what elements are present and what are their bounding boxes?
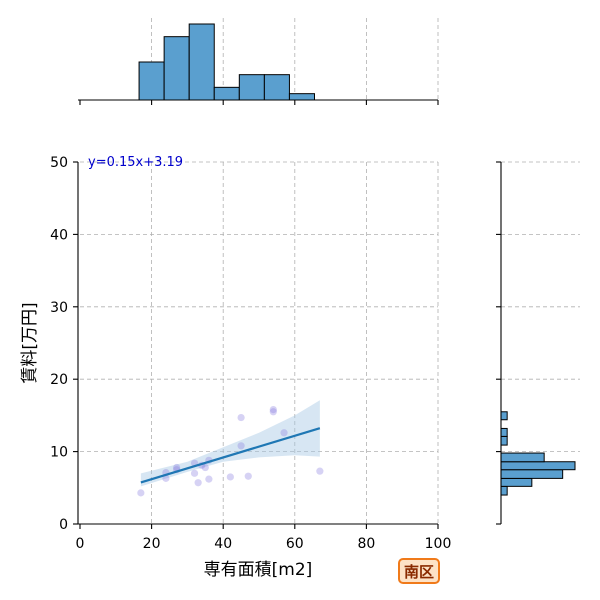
x-tick-label: 60 (286, 536, 304, 552)
y-histogram-bar (500, 461, 576, 471)
scatter-point (201, 463, 209, 472)
x-tick-label: 0 (76, 536, 85, 552)
y-histogram-bar (500, 477, 533, 487)
scatter-point (244, 472, 252, 480)
x-histogram-bar (188, 23, 215, 101)
confidence-band (140, 400, 320, 487)
x-tick-label: 100 (425, 536, 452, 552)
scatter-point (226, 473, 234, 481)
scatter-point (194, 479, 202, 487)
y-histogram-bar (500, 452, 545, 463)
scatter-point (137, 489, 145, 497)
scatter-point (316, 467, 324, 475)
x-tick-label: 20 (143, 536, 161, 552)
scatter-point (269, 408, 277, 416)
area-badge: 南区 (398, 558, 440, 584)
regression-equation: y=0.15x+3.19 (88, 155, 183, 170)
x-tick-label: 40 (214, 536, 232, 552)
y-histogram-bar (500, 485, 508, 496)
y-histogram-bar (500, 411, 508, 421)
scatter-point (205, 475, 213, 483)
x-tick-label: 80 (357, 536, 375, 552)
x-histogram-bar (163, 36, 190, 101)
x-histogram-bar (238, 74, 265, 101)
x-histogram-bar (213, 86, 240, 101)
scatter-point (269, 406, 277, 414)
y-tick-label: 40 (50, 227, 68, 243)
x-histogram-bar (263, 74, 290, 101)
y-axis-label: 賃料[万円] (20, 302, 40, 383)
y-histogram-bar (500, 469, 564, 479)
scatter-point (237, 413, 245, 422)
scatter-point (280, 429, 288, 437)
scatter-point (173, 463, 181, 472)
y-tick-label: 30 (50, 300, 68, 316)
y-tick-label: 50 (50, 155, 68, 171)
regression-line (140, 427, 321, 484)
x-axis-label: 専有面積[m2] (204, 560, 313, 580)
y-tick-label: 10 (50, 445, 68, 461)
x-histogram-bar (138, 61, 165, 101)
y-histogram-bar (500, 435, 508, 446)
scatter-point (237, 442, 245, 450)
scatter-point (190, 469, 199, 477)
x-marginal-histogram (78, 18, 439, 105)
y-tick-label: 0 (59, 517, 68, 533)
x-histogram-bar (288, 93, 315, 101)
scatter-panel: 0 20 40 60 80 100 0 10 20 30 40 50 (50, 155, 451, 552)
y-marginal-histogram (496, 161, 580, 525)
y-histogram-bar (500, 427, 508, 437)
scatter-point (162, 474, 170, 482)
y-tick-label: 20 (50, 372, 68, 388)
